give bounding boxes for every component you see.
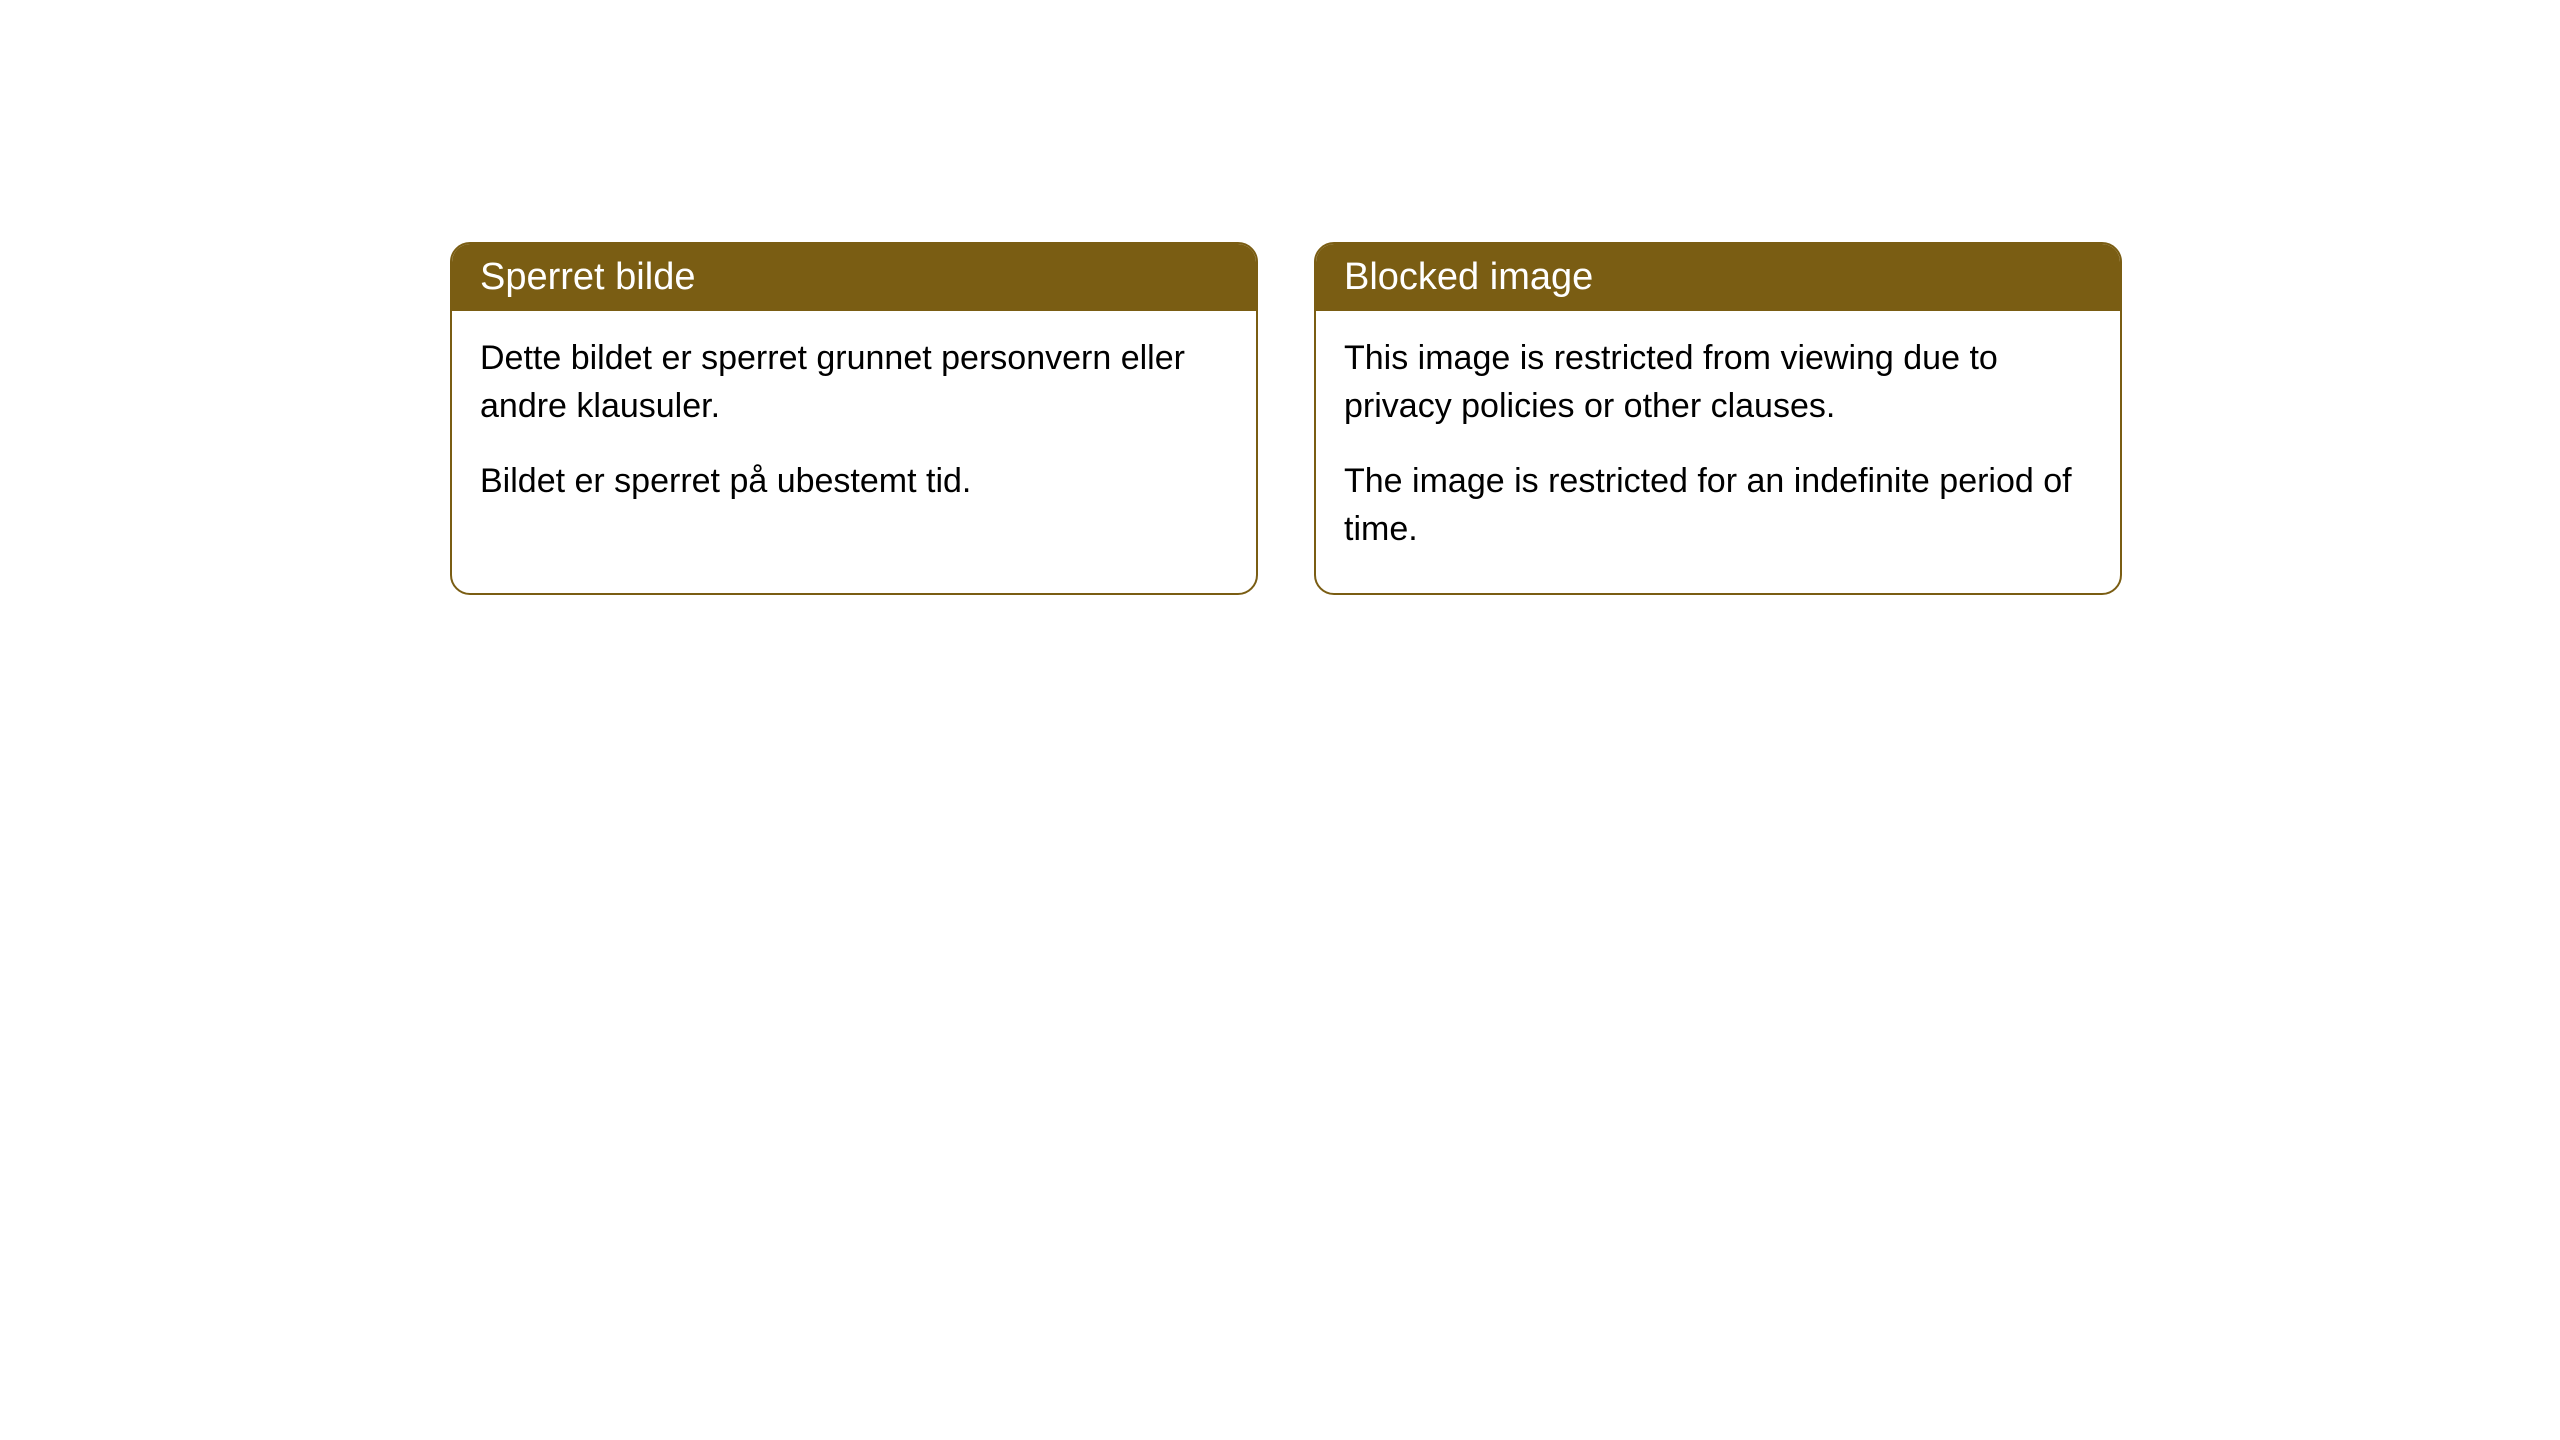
card-text-1: This image is restricted from viewing du… xyxy=(1344,335,2092,430)
card-text-2: Bildet er sperret på ubestemt tid. xyxy=(480,458,1228,506)
card-title: Blocked image xyxy=(1316,244,2120,311)
card-text-2: The image is restricted for an indefinit… xyxy=(1344,458,2092,553)
card-text-1: Dette bildet er sperret grunnet personve… xyxy=(480,335,1228,430)
card-title: Sperret bilde xyxy=(452,244,1256,311)
card-body: This image is restricted from viewing du… xyxy=(1316,311,2120,593)
notice-card-norwegian: Sperret bilde Dette bildet er sperret gr… xyxy=(450,242,1258,595)
card-body: Dette bildet er sperret grunnet personve… xyxy=(452,311,1256,546)
notice-container: Sperret bilde Dette bildet er sperret gr… xyxy=(450,242,2122,595)
notice-card-english: Blocked image This image is restricted f… xyxy=(1314,242,2122,595)
